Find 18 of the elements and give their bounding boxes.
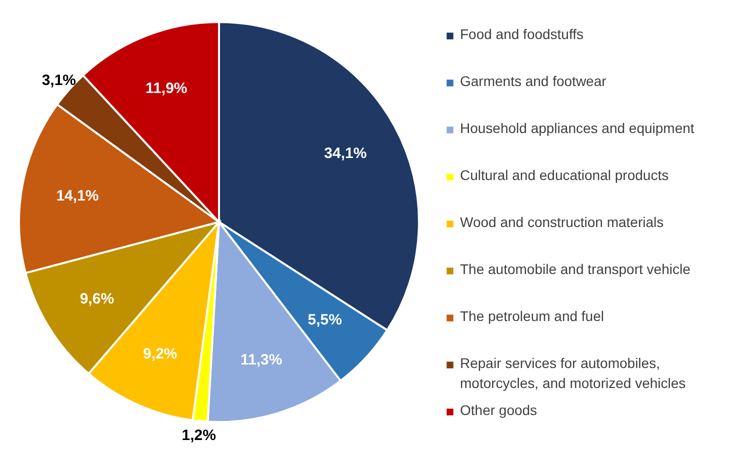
data-label: 3,1%: [42, 72, 76, 89]
data-label: 34,1%: [324, 145, 367, 162]
data-label: 11,9%: [146, 80, 188, 97]
legend-label: Garments and footwear: [460, 73, 607, 89]
data-label: 9,6%: [80, 290, 114, 308]
legend-label: Cultural and educational products: [460, 167, 669, 183]
legend-label: Repair services for automobiles, motorcycles, and motorized vehicles: [460, 355, 686, 391]
data-label: 14,1%: [56, 187, 99, 204]
legend-label: Wood and construction materials: [460, 214, 664, 230]
legend-label: The automobile and transport vehicle: [460, 261, 691, 277]
legend-label: Household appliances and equipment: [460, 120, 694, 136]
data-label: 5,5%: [308, 312, 342, 329]
data-label: 11,3%: [240, 352, 282, 369]
legend-label: The petroleum and fuel: [460, 308, 604, 324]
data-label: 9,2%: [143, 345, 178, 362]
legend-label: Food and foodstuffs: [460, 26, 584, 42]
data-label: 1,2%: [182, 427, 216, 444]
legend-label: Other goods: [460, 402, 538, 418]
